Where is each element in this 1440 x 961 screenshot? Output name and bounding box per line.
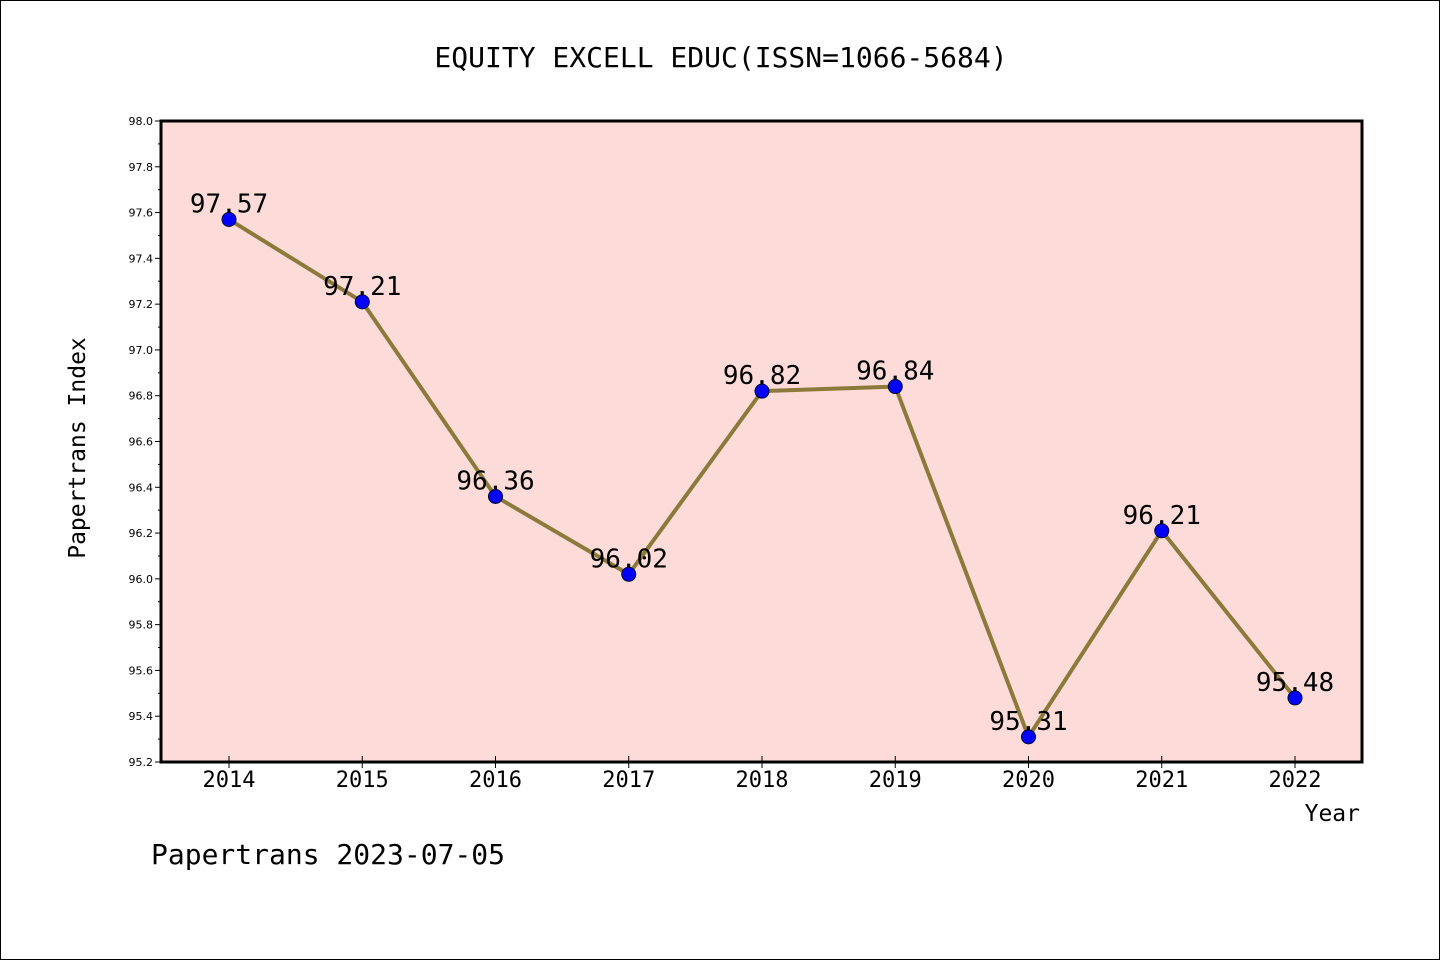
data-point-marker	[354, 294, 370, 310]
y-tick-label: 97.8	[129, 161, 154, 174]
data-label: 97.21	[323, 272, 401, 302]
data-point-marker	[488, 488, 503, 504]
x-tick-label: 2022	[1269, 768, 1322, 793]
data-label: 95.31	[989, 707, 1067, 737]
y-tick-label: 96.0	[129, 573, 154, 586]
y-tick-label: 95.8	[129, 619, 154, 632]
data-label: 96.82	[723, 361, 801, 391]
x-tick-label: 2021	[1135, 768, 1188, 793]
series-layer: 97.57 97.21 96.36 96.02 96.82 96.84 95.31 96.21…	[190, 189, 1334, 745]
x-tick-label: 2015	[336, 768, 389, 793]
y-tick-label: 96.2	[129, 527, 154, 540]
data-point-marker	[621, 566, 637, 582]
y-tick-label: 97.0	[129, 344, 154, 357]
data-label: 96.02	[590, 544, 668, 574]
x-axis-label: Year	[1305, 801, 1360, 827]
y-tick-label: 96.8	[129, 390, 154, 403]
plot-border	[159, 119, 1364, 764]
x-tick-label: 2018	[736, 768, 789, 793]
y-axis-label: Papertrans Index	[65, 337, 91, 559]
data-label: 96.36	[456, 466, 534, 496]
data-label: 97.57	[190, 189, 268, 219]
y-tick-label: 97.6	[129, 207, 154, 220]
data-point-marker	[1287, 690, 1303, 706]
x-tick-label: 2016	[469, 768, 522, 793]
y-tick-label: 96.4	[129, 481, 154, 494]
data-label: 96.21	[1123, 501, 1201, 531]
y-tick-label: 97.2	[129, 298, 154, 311]
x-tick-label: 2014	[203, 768, 256, 793]
data-point-marker	[221, 211, 237, 227]
x-tick-label: 2017	[602, 768, 655, 793]
y-tick-label: 98.0	[129, 115, 154, 128]
y-tick-label: 97.4	[129, 252, 154, 265]
data-label: 96.84	[856, 357, 934, 387]
data-point-marker	[1021, 729, 1036, 745]
y-tick-label: 95.4	[129, 710, 154, 723]
plot-area	[161, 121, 1362, 762]
x-tick-label: 2019	[869, 768, 922, 793]
data-label: 95.48	[1256, 668, 1334, 698]
data-point-marker	[887, 379, 903, 395]
y-tick-label: 96.6	[129, 436, 154, 449]
y-tick-label: 95.2	[129, 756, 154, 769]
x-axis-ticks: 2014 2015 2016 2017 2018 2019 2020 2021 2022	[203, 756, 1322, 793]
y-tick-label: 95.6	[129, 664, 154, 677]
chart-title: EQUITY EXCELL EDUC(ISSN=1066-5684)	[434, 41, 1007, 74]
footer-date: Papertrans 2023-07-05	[151, 838, 505, 871]
data-point-marker	[754, 383, 770, 399]
y-axis-ticks: 95.2 95.4 95.6 95.8 96.0 96.2 96.4 96.6 96.8 97.0…	[129, 115, 161, 769]
data-point-marker	[1154, 523, 1170, 539]
x-tick-label: 2020	[1002, 768, 1055, 793]
